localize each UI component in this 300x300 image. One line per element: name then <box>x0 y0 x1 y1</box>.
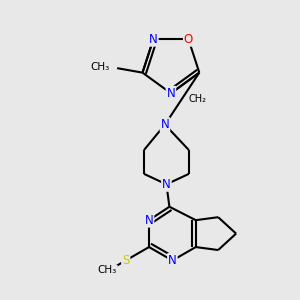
Text: N: N <box>160 118 169 131</box>
Text: N: N <box>167 87 175 100</box>
Text: N: N <box>162 178 171 191</box>
Text: S: S <box>122 254 129 267</box>
Text: CH₂: CH₂ <box>189 94 207 103</box>
Text: N: N <box>145 214 153 227</box>
Text: N: N <box>149 33 158 46</box>
Text: CH₃: CH₃ <box>90 62 110 72</box>
Text: N: N <box>168 254 177 267</box>
Text: O: O <box>184 33 193 46</box>
Text: CH₃: CH₃ <box>98 265 117 275</box>
